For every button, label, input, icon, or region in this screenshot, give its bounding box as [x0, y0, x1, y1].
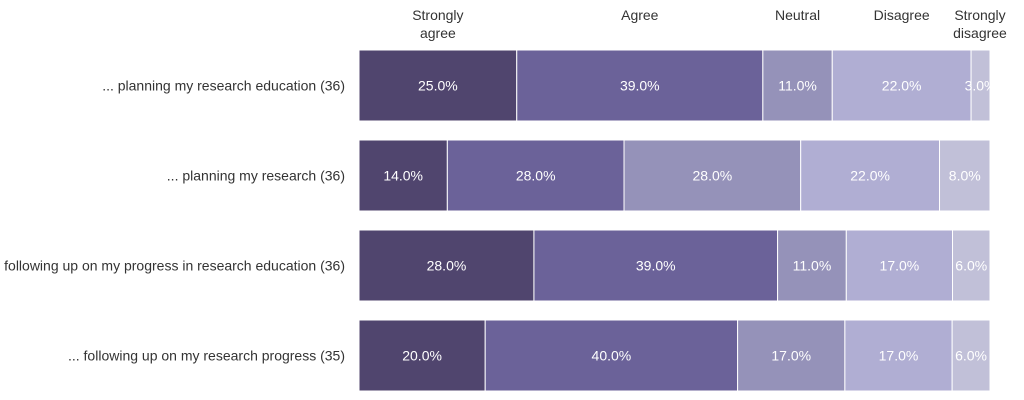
data-label-strongly-agree-row-1: 25.0% — [418, 78, 458, 94]
bar-disagree-row-3 — [845, 229, 954, 302]
category-label-4: ... following up on my research progress… — [68, 348, 345, 364]
bar-agree-row-1 — [516, 49, 764, 122]
data-label-neutral-row-3: 11.0% — [793, 258, 832, 274]
legend-label-line: Agree — [621, 7, 659, 23]
bar-strongly-agree-row-3 — [358, 229, 535, 302]
legend: Strongly agree Agree Neutral Disagree Strongl… — [412, 7, 1007, 41]
data-label-neutral-row-4: 17.0% — [771, 348, 811, 364]
bar-strongly-disagree-row-3 — [952, 229, 991, 302]
legend-label-line: Disagree — [874, 7, 930, 23]
legend-label-strongly-disagree: Strongly disagree — [953, 7, 1007, 41]
bar-agree-row-2 — [446, 139, 625, 212]
bar-disagree-row-1 — [831, 49, 972, 122]
data-label-strongly-disagree-row-1: 3.0% — [965, 78, 997, 94]
bar-neutral-row-2 — [623, 139, 802, 212]
data-label-strongly-disagree-row-2: 8.0% — [949, 168, 981, 184]
category-labels: ... planning my research education (36).… — [4, 78, 345, 364]
data-label-agree-row-1: 39.0% — [620, 78, 660, 94]
bar-strongly-agree-row-2 — [358, 139, 448, 212]
legend-label-strongly-agree: Strongly agree — [412, 7, 463, 41]
data-label-strongly-disagree-row-4: 6.0% — [955, 348, 987, 364]
legend-label-line: agree — [420, 25, 456, 41]
legend-label-agree: Agree — [621, 7, 659, 23]
bar-strongly-disagree-row-2 — [939, 139, 991, 212]
data-label-agree-row-4: 40.0% — [592, 348, 632, 364]
bars: 25.0% 39.0% 11.0% 22.0% 3.0% 14.0% 28.0% 28.0% 2… — [358, 49, 997, 392]
data-label-strongly-disagree-row-3: 6.0% — [955, 258, 987, 274]
bar-agree-row-4 — [484, 319, 739, 392]
data-label-agree-row-3: 39.0% — [636, 258, 676, 274]
category-label-1: ... planning my research education (36) — [102, 78, 345, 94]
data-label-neutral-row-2: 28.0% — [693, 168, 733, 184]
bar-neutral-row-4 — [737, 319, 846, 392]
data-label-neutral-row-1: 11.0% — [778, 78, 817, 94]
bar-neutral-row-3 — [777, 229, 847, 302]
bar-agree-row-3 — [533, 229, 779, 302]
legend-label-line: Neutral — [775, 7, 820, 23]
data-label-disagree-row-2: 22.0% — [850, 168, 890, 184]
bar-disagree-row-4 — [844, 319, 953, 392]
bar-strongly-agree-row-1 — [358, 49, 518, 122]
data-label-strongly-agree-row-3: 28.0% — [427, 258, 467, 274]
category-label-2: ... planning my research (36) — [167, 168, 345, 184]
data-label-disagree-row-1: 22.0% — [882, 78, 922, 94]
legend-label-line: disagree — [953, 25, 1007, 41]
data-label-strongly-agree-row-2: 14.0% — [383, 168, 423, 184]
data-label-agree-row-2: 28.0% — [516, 168, 556, 184]
category-label-3: following up on my progress in research … — [4, 258, 345, 274]
bar-disagree-row-2 — [800, 139, 941, 212]
legend-label-neutral: Neutral — [775, 7, 820, 23]
bar-strongly-disagree-row-1 — [970, 49, 991, 122]
legend-label-disagree: Disagree — [874, 7, 930, 23]
data-label-disagree-row-3: 17.0% — [880, 258, 920, 274]
data-label-strongly-agree-row-4: 20.0% — [402, 348, 442, 364]
bar-strongly-agree-row-4 — [358, 319, 486, 392]
bar-strongly-disagree-row-4 — [951, 319, 991, 392]
bar-neutral-row-1 — [762, 49, 833, 122]
legend-label-line: Strongly — [412, 7, 463, 23]
legend-label-line: Strongly — [954, 7, 1005, 23]
data-label-disagree-row-4: 17.0% — [879, 348, 919, 364]
